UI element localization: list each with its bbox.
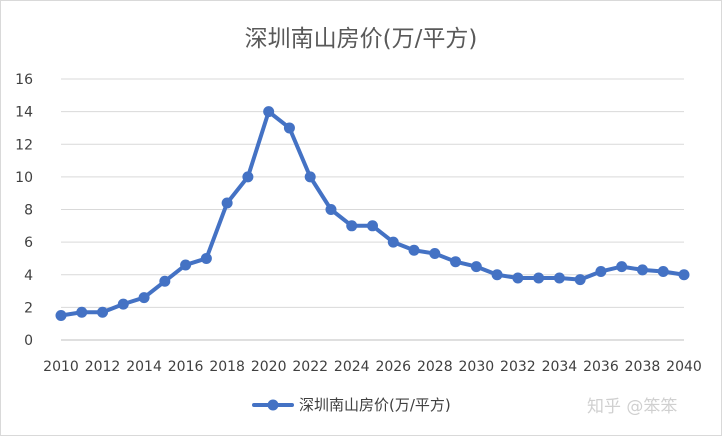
data-point-2020	[263, 106, 275, 118]
data-point-2024	[346, 220, 358, 232]
y-tick-label-2: 2	[24, 300, 33, 316]
x-tick-label-2034: 2034	[542, 359, 578, 375]
y-tick-label-10: 10	[15, 170, 33, 186]
data-point-2015	[159, 275, 171, 287]
data-point-2023	[325, 204, 337, 215]
data-point-2037	[616, 261, 628, 273]
data-point-2010	[55, 310, 67, 322]
legend: 深圳南山房价(万/平方)	[252, 396, 451, 414]
data-point-2025	[367, 220, 378, 232]
data-point-2029	[450, 256, 462, 268]
data-point-2033	[533, 272, 545, 284]
y-tick-label-8: 8	[24, 203, 33, 219]
x-tick-label-2038: 2038	[625, 359, 661, 375]
legend-entry-label: 深圳南山房价(万/平方)	[299, 396, 451, 414]
data-point-2027	[408, 244, 420, 256]
x-tick-label-2012: 2012	[85, 359, 121, 375]
x-tick-label-2024: 2024	[334, 359, 370, 375]
series-line-0	[59, 109, 686, 318]
x-tick-label-2030: 2030	[459, 359, 495, 375]
x-tick-label-2028: 2028	[417, 359, 453, 375]
data-point-2011	[76, 306, 88, 318]
data-point-2013	[117, 298, 129, 310]
legend-dot-marker	[267, 399, 279, 411]
data-point-2017	[200, 252, 212, 264]
x-tick-label-2010: 2010	[43, 359, 79, 375]
data-point-2035	[574, 274, 586, 286]
watermark-text: 知乎 @笨笨	[587, 397, 677, 417]
data-point-2021	[283, 122, 295, 134]
x-tick-label-2032: 2032	[500, 359, 536, 375]
x-tick-label-2040: 2040	[666, 359, 702, 375]
gridlines	[61, 78, 684, 341]
data-point-2016	[180, 259, 192, 271]
x-axis-tick-labels: 2010 2012 2014 2016 2018 2020 2022 2024 2026 2028…	[43, 359, 702, 375]
data-point-2019	[242, 171, 254, 183]
x-tick-label-2016: 2016	[168, 359, 204, 375]
y-tick-label-6: 6	[24, 235, 33, 251]
chart-title: 深圳南山房价(万/平方)	[245, 26, 478, 52]
data-point-2032	[512, 272, 524, 284]
y-tick-label-16: 16	[15, 72, 33, 88]
data-point-2039	[657, 265, 669, 277]
y-axis-tick-labels: 0 2 4 6 8 10 12 14 16	[15, 72, 33, 349]
series-layer	[55, 106, 690, 322]
data-point-2034	[553, 272, 565, 284]
y-tick-label-14: 14	[15, 105, 33, 121]
x-tick-label-2014: 2014	[126, 359, 162, 375]
x-tick-label-2026: 2026	[375, 359, 411, 375]
y-tick-label-0: 0	[24, 333, 33, 349]
data-point-2022	[304, 171, 316, 183]
data-point-2028	[429, 248, 441, 260]
data-point-2040	[678, 269, 690, 281]
data-point-2026	[387, 236, 399, 248]
x-tick-label-2020: 2020	[251, 359, 287, 375]
x-tick-label-2036: 2036	[583, 359, 619, 375]
x-tick-label-2022: 2022	[292, 359, 328, 375]
data-point-2012	[97, 306, 109, 318]
y-tick-label-12: 12	[15, 137, 33, 153]
data-point-2030	[470, 261, 482, 273]
data-point-2031	[491, 269, 503, 281]
data-point-2018	[221, 197, 233, 209]
data-point-2014	[138, 292, 150, 304]
data-point-2038	[636, 264, 648, 276]
y-tick-label-4: 4	[24, 268, 33, 284]
data-point-2036	[595, 265, 607, 277]
x-tick-label-2018: 2018	[209, 359, 245, 375]
